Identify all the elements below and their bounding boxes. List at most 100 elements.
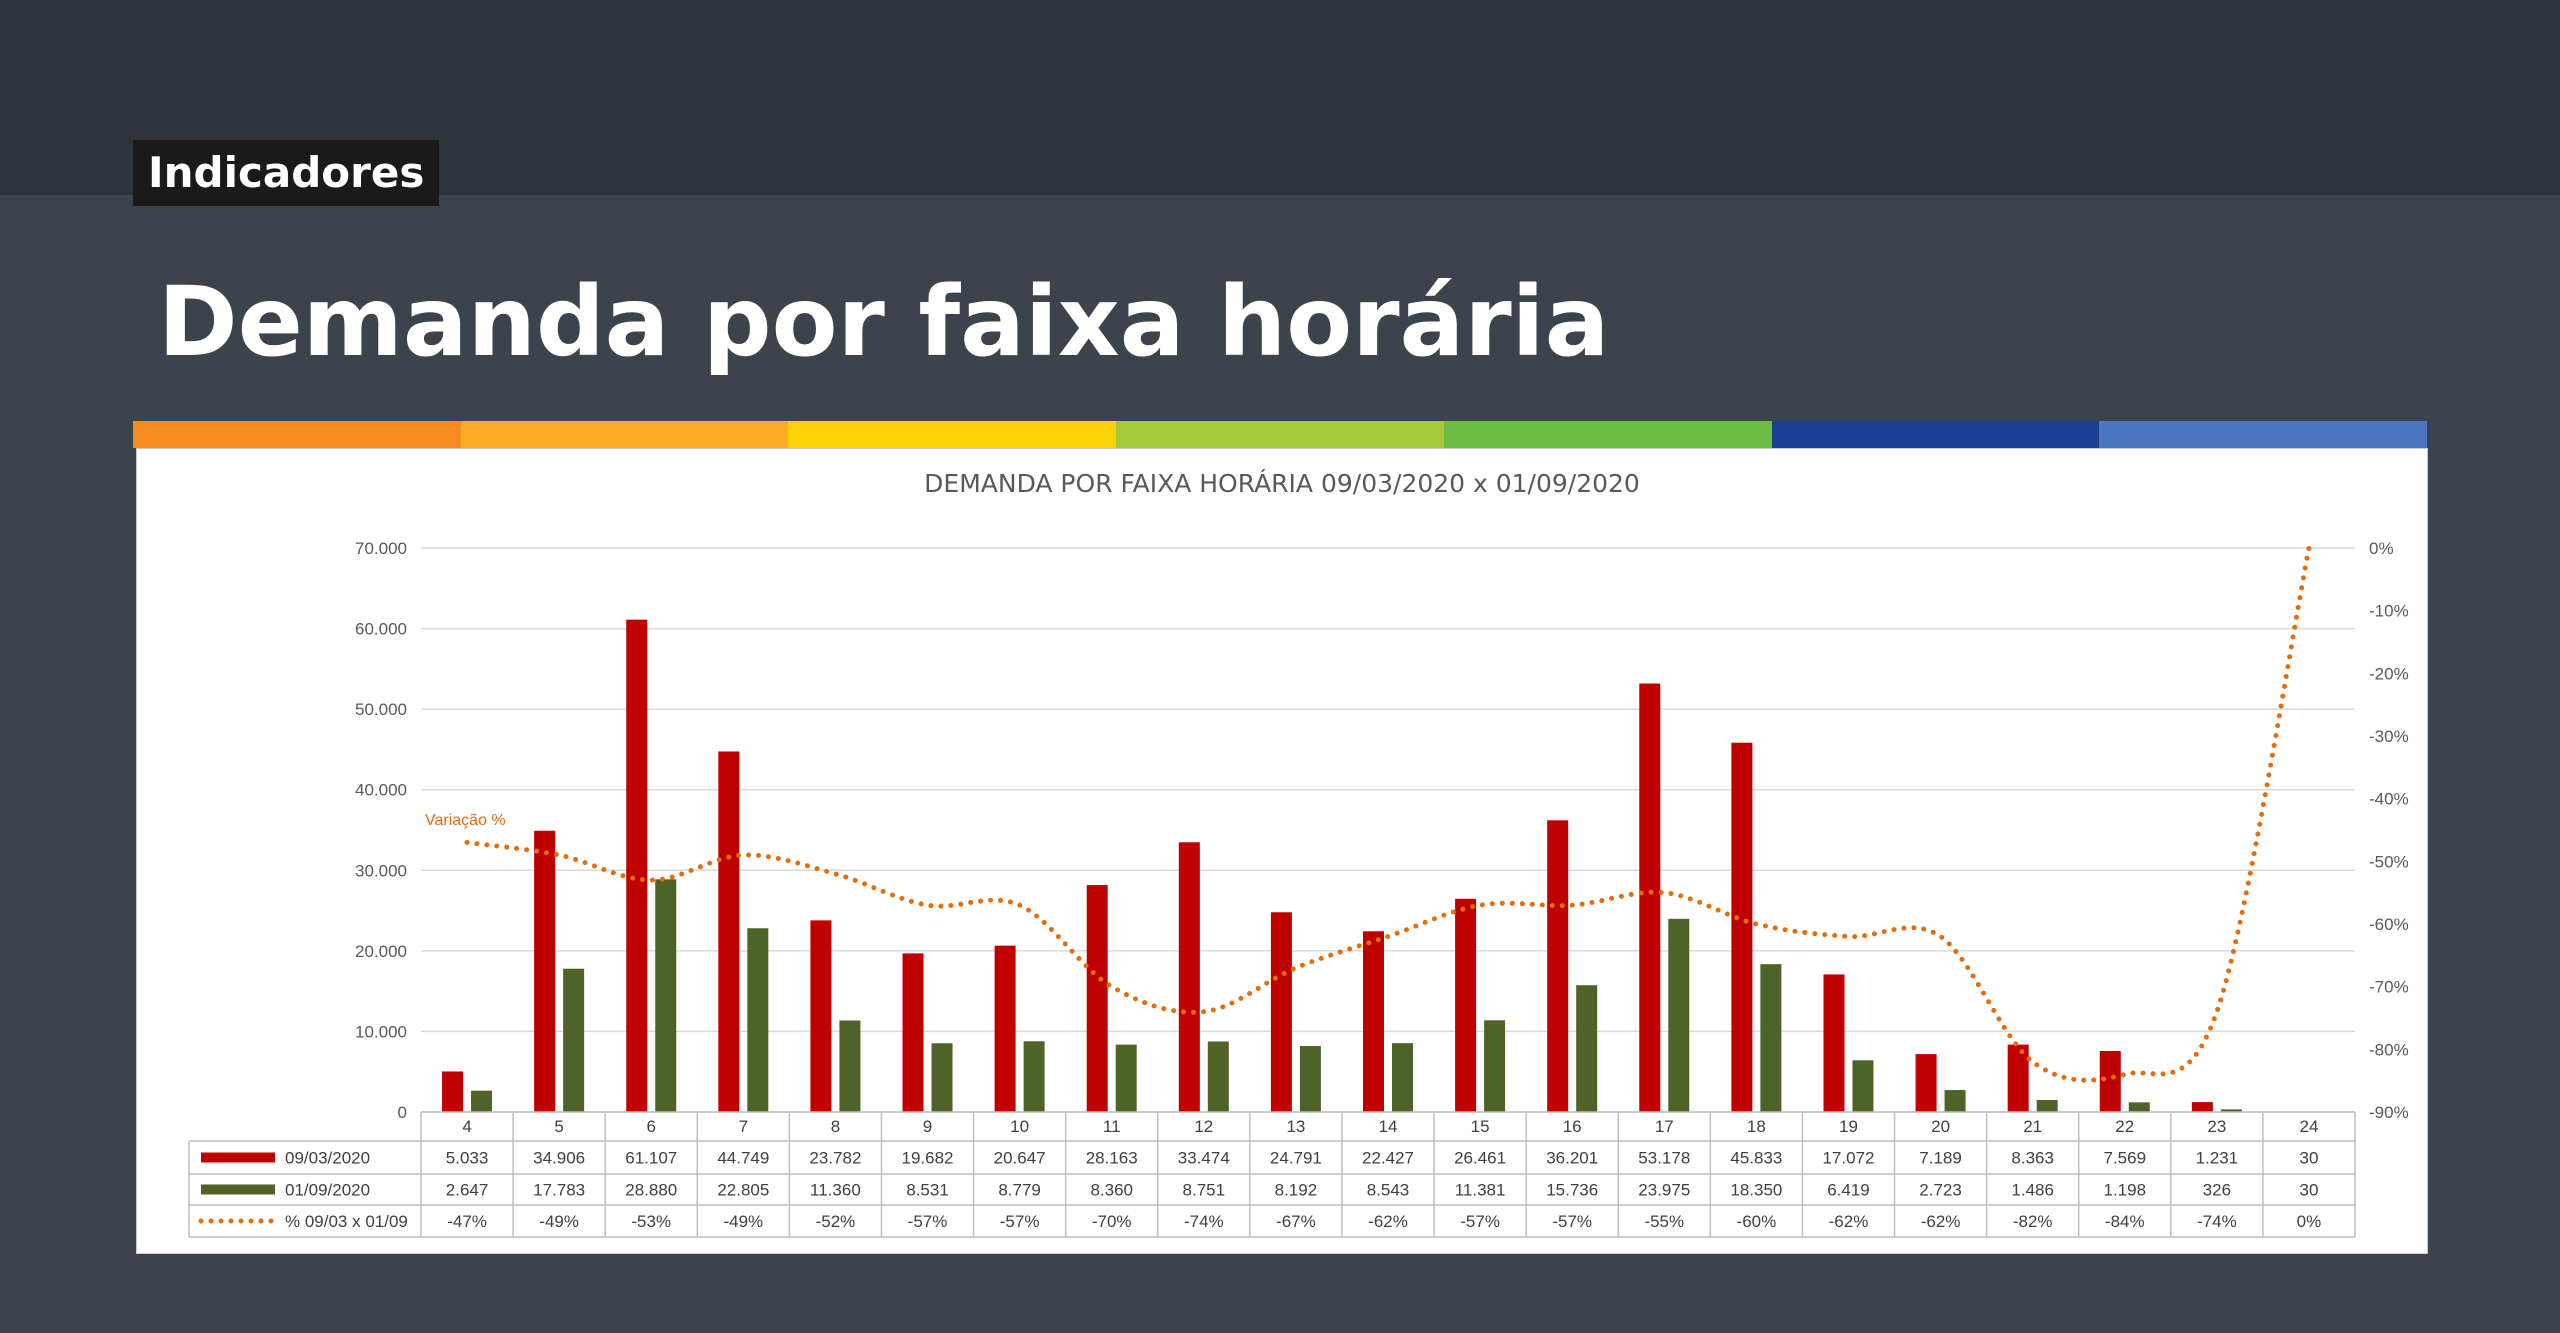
table-value: 28.163: [1086, 1149, 1138, 1168]
x-tick-label: 18: [1747, 1117, 1766, 1136]
table-value: 1.198: [2103, 1181, 2146, 1200]
table-value: 61.107: [625, 1149, 677, 1168]
table-value: 15.736: [1546, 1181, 1598, 1200]
table-value: 11.381: [1455, 1181, 1506, 1200]
bar-09-03-2020: [1639, 683, 1661, 1112]
bar-01-09-2020: [1852, 1060, 1874, 1112]
table-value: 28.880: [625, 1181, 677, 1200]
table-value: -62%: [1829, 1212, 1869, 1231]
x-tick-label: 5: [554, 1117, 563, 1136]
bar-09-03-2020: [2099, 1051, 2121, 1112]
table-value: 36.201: [1546, 1149, 1598, 1168]
table-value: 8.363: [2011, 1149, 2054, 1168]
x-tick-label: 22: [2115, 1117, 2134, 1136]
y-left-tick-label: 0: [398, 1103, 407, 1122]
color-strip-segment: [1771, 421, 2100, 448]
bar-01-09-2020: [563, 968, 585, 1112]
bar-01-09-2020: [1207, 1041, 1229, 1112]
x-tick-label: 19: [1839, 1117, 1858, 1136]
bar-09-03-2020: [1363, 931, 1384, 1112]
x-tick-label: 7: [739, 1117, 748, 1136]
table-value: -67%: [1276, 1212, 1316, 1231]
table-value: -49%: [723, 1212, 763, 1231]
bar-01-09-2020: [1392, 1043, 1413, 1112]
table-value: -47%: [447, 1212, 487, 1231]
table-value: 7.189: [1919, 1149, 1962, 1168]
table-value: 8.779: [998, 1181, 1041, 1200]
y-right-tick-label: -90%: [2369, 1103, 2409, 1122]
x-tick-label: 4: [462, 1117, 471, 1136]
bar-09-03-2020: [994, 945, 1016, 1112]
legend-label: 01/09/2020: [285, 1181, 370, 1200]
bar-09-03-2020: [1731, 742, 1753, 1112]
table-value: -57%: [1552, 1212, 1592, 1231]
x-tick-label: 15: [1471, 1117, 1490, 1136]
table-value: 2.647: [446, 1181, 489, 1200]
y-right-tick-label: -30%: [2369, 727, 2409, 746]
table-value: 23.782: [809, 1149, 861, 1168]
bar-01-09-2020: [1668, 918, 1690, 1112]
table-value: 8.360: [1090, 1181, 1133, 1200]
x-tick-label: 14: [1379, 1117, 1398, 1136]
color-strip-segment: [788, 421, 1117, 448]
table-value: -49%: [539, 1212, 579, 1231]
bar-09-03-2020: [2191, 1102, 2213, 1112]
legend-label: 09/03/2020: [285, 1149, 370, 1168]
table-value: 26.461: [1454, 1149, 1506, 1168]
chart-title: DEMANDA POR FAIXA HORÁRIA 09/03/2020 x 0…: [924, 469, 1640, 498]
table-value: 17.783: [533, 1181, 585, 1200]
table-value: 1.486: [2011, 1181, 2054, 1200]
y-left-tick-label: 30.000: [355, 861, 407, 880]
bar-09-03-2020: [718, 751, 740, 1112]
x-tick-label: 11: [1103, 1117, 1121, 1136]
table-value: -55%: [1644, 1212, 1684, 1231]
table-value: 34.906: [533, 1149, 585, 1168]
y-right-tick-label: -10%: [2369, 602, 2409, 621]
table-value: 44.749: [717, 1149, 769, 1168]
bar-09-03-2020: [1178, 842, 1200, 1112]
table-value: -82%: [2013, 1212, 2053, 1231]
table-value: 33.474: [1178, 1149, 1230, 1168]
table-value: 0%: [2297, 1212, 2322, 1231]
table-value: -53%: [631, 1212, 671, 1231]
bar-09-03-2020: [1823, 974, 1845, 1112]
bar-09-03-2020: [810, 920, 832, 1112]
y-right-tick-label: -20%: [2369, 664, 2409, 683]
x-tick-label: 17: [1655, 1117, 1674, 1136]
table-value: 2.723: [1919, 1181, 1962, 1200]
bar-01-09-2020: [747, 928, 769, 1112]
y-left-tick-label: 50.000: [355, 700, 407, 719]
variation-annotation: Variação %: [425, 812, 506, 829]
table-value: 22.805: [717, 1181, 769, 1200]
table-value: 22.427: [1362, 1149, 1414, 1168]
chart-panel: DEMANDA POR FAIXA HORÁRIA 09/03/2020 x 0…: [136, 448, 2428, 1254]
table-value: 19.682: [902, 1149, 954, 1168]
color-strip-segment: [2099, 421, 2428, 448]
x-tick-label: 8: [831, 1117, 840, 1136]
x-tick-label: 12: [1194, 1117, 1213, 1136]
table-value: -57%: [1460, 1212, 1500, 1231]
y-right-tick-label: -70%: [2369, 978, 2409, 997]
table-value: 8.751: [1183, 1181, 1226, 1200]
bar-09-03-2020: [1270, 912, 1292, 1112]
bar-09-03-2020: [902, 953, 924, 1112]
bar-01-09-2020: [1760, 964, 1782, 1112]
table-value: 53.178: [1638, 1149, 1690, 1168]
x-tick-label: 9: [923, 1117, 932, 1136]
y-right-tick-label: -40%: [2369, 790, 2409, 809]
table-value: 20.647: [994, 1149, 1046, 1168]
table-value: 30: [2299, 1149, 2318, 1168]
bar-09-03-2020: [2007, 1044, 2029, 1112]
table-value: -70%: [1092, 1212, 1132, 1231]
table-value: -60%: [1737, 1212, 1777, 1231]
table-value: 24.791: [1270, 1149, 1322, 1168]
bar-01-09-2020: [471, 1090, 493, 1112]
bar-01-09-2020: [839, 1020, 861, 1112]
table-value: 8.192: [1275, 1181, 1318, 1200]
y-left-tick-label: 10.000: [355, 1022, 407, 1041]
y-right-tick-label: 0%: [2369, 539, 2394, 558]
x-tick-label: 13: [1286, 1117, 1305, 1136]
bar-09-03-2020: [534, 830, 556, 1112]
table-value: -62%: [1921, 1212, 1961, 1231]
legend-key-01-09-2020: [201, 1184, 275, 1195]
